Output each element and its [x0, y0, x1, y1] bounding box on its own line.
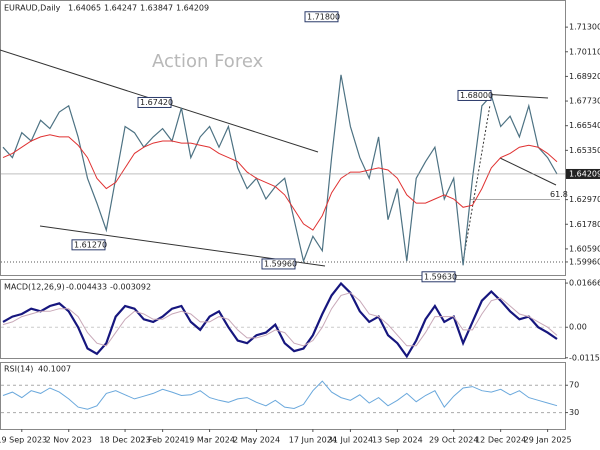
macd-value: -0.004433: [66, 283, 107, 292]
x-tick-label: 31 Jul 2024: [328, 436, 373, 445]
y-tick-label: 1.66540: [569, 121, 600, 130]
price-tag-box: [566, 168, 600, 179]
price-panel: [0, 0, 566, 276]
annotation-label: 1.68000: [460, 91, 493, 100]
x-tick-label: 29 Jan 2025: [524, 436, 572, 445]
x-tick-label: 19 Sep 2023: [0, 436, 47, 445]
annotation-label: 1.67420: [140, 98, 173, 107]
x-tick-label: 18 Dec 2023: [100, 436, 151, 445]
x-tick-label: 2 Feb 2024: [140, 436, 185, 445]
trend-line: [499, 157, 557, 186]
x-tick-label: 19 Mar 2024: [184, 436, 235, 445]
annotation-label: 1.59960: [264, 259, 297, 268]
price-tag: 1.64209: [569, 169, 600, 178]
trend-line: [462, 104, 491, 263]
x-tick-label: 12 Dec 2024: [475, 436, 526, 445]
symbol: EURAUD,Daily: [4, 4, 61, 13]
trend-line: [481, 93, 549, 99]
ohlc-value: 1.64065: [68, 4, 101, 13]
annotation-label: 1.61270: [74, 240, 107, 249]
y-tick-label: 1.62970: [569, 195, 600, 204]
ohlc-value: 1.64247: [104, 4, 137, 13]
annotation-box: [457, 89, 492, 101]
x-tick-label: 29 Oct 2024: [429, 436, 478, 445]
signal-line: [2, 292, 558, 347]
annotation-box: [137, 96, 172, 108]
fib-label: 61.8: [550, 190, 568, 199]
y-tick-label: 1.68920: [569, 72, 600, 81]
y-tick-label: 0.00: [569, 323, 587, 332]
annotation-box: [421, 271, 456, 283]
watermark: Action Forex: [152, 51, 264, 72]
y-tick-label: 1.59960: [569, 257, 600, 266]
rsi-line: [2, 380, 558, 410]
annotation-label: 1.71800: [307, 12, 340, 21]
rsi-value: 40.1007: [38, 365, 71, 374]
annotation-label: 1.59630: [424, 272, 457, 281]
rsi-panel: [0, 362, 566, 430]
y-tick-label: 1.67730: [569, 97, 600, 106]
moving-average: [2, 134, 558, 231]
macd-panel: [0, 279, 566, 359]
y-tick-label: 1.70110: [569, 47, 600, 56]
macd-title: MACD(12,26,9): [4, 283, 65, 292]
rsi-title: RSI(14): [4, 365, 33, 374]
y-tick-label: 70: [569, 381, 579, 390]
y-tick-label: -0.011515: [569, 353, 600, 362]
ohlc-value: 1.64209: [176, 4, 209, 13]
y-tick-label: 1.60590: [569, 244, 600, 253]
annotation-box: [261, 258, 296, 270]
y-tick-label: 0.01666: [569, 279, 600, 288]
x-tick-label: 2 Nov 2023: [46, 436, 92, 445]
macd-value: -0.003092: [110, 283, 151, 292]
annotation-box: [71, 239, 106, 251]
y-tick-label: 1.61780: [569, 220, 600, 229]
ohlc-value: 1.63847: [140, 4, 173, 13]
annotation-box: [304, 11, 339, 23]
x-tick-label: 13 Sep 2024: [372, 436, 423, 445]
macd-line: [2, 281, 558, 359]
y-tick-label: 1.65350: [569, 146, 600, 155]
x-tick-label: 17 Jun 2024: [289, 436, 337, 445]
y-tick-label: 1.71300: [569, 23, 600, 32]
y-tick-label: 30: [569, 408, 579, 417]
x-tick-label: 2 May 2024: [233, 436, 280, 445]
price-line: [2, 74, 558, 266]
